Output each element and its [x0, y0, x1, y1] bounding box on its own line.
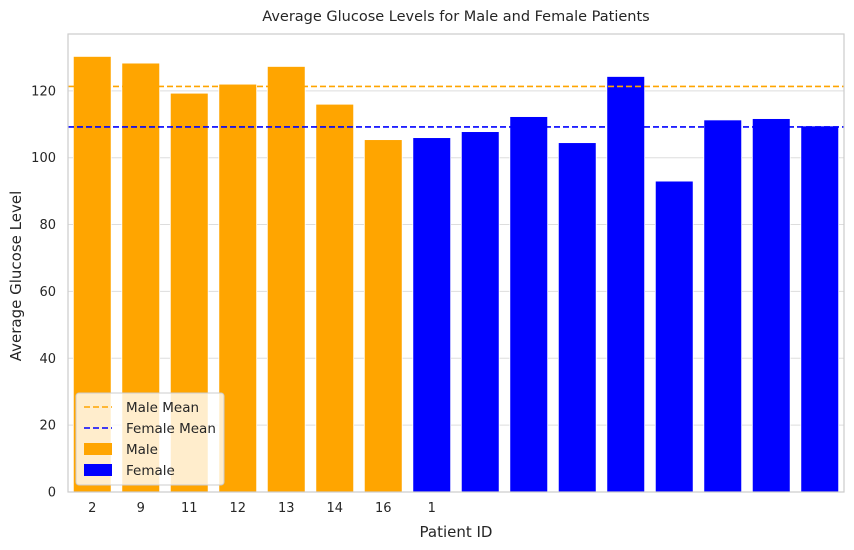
- bar-female-5: [654, 180, 694, 493]
- reference-lines: [68, 85, 844, 128]
- y-tick-label: 0: [48, 486, 56, 501]
- legend: Male Mean Female Mean Male Female: [75, 392, 225, 486]
- bar-male-5: [315, 103, 355, 493]
- legend-label: Male Mean: [126, 400, 199, 416]
- x-axis-ticks: 2 9 11 12 13 14 16 1: [88, 501, 436, 516]
- x-tick-label: 11: [181, 501, 198, 516]
- y-tick-label: 20: [39, 419, 56, 434]
- x-axis-label: Patient ID: [420, 523, 493, 541]
- bar-female-2: [509, 116, 549, 493]
- legend-box: [75, 392, 225, 486]
- chart-title: Average Glucose Levels for Male and Fema…: [262, 9, 649, 25]
- y-tick-label: 80: [39, 218, 56, 233]
- y-tick-label: 60: [39, 285, 56, 300]
- bar-female-4: [606, 76, 646, 493]
- legend-label: Female: [126, 463, 175, 479]
- x-tick-label: 12: [229, 501, 246, 516]
- y-tick-label: 40: [39, 352, 56, 367]
- bar-male-4: [266, 66, 306, 493]
- y-tick-label: 120: [31, 84, 56, 99]
- x-tick-label: 1: [428, 501, 436, 516]
- legend-label: Female Mean: [126, 421, 216, 437]
- x-tick-label: 13: [278, 501, 295, 516]
- bar-female-6: [703, 119, 743, 493]
- bar-female-1: [460, 131, 500, 493]
- legend-swatch-patch: [84, 464, 112, 476]
- legend-swatch-patch: [84, 443, 112, 455]
- legend-label: Male: [126, 442, 158, 458]
- y-axis-label: Average Glucose Level: [7, 191, 25, 362]
- bar-female-8: [800, 125, 840, 493]
- bar-female-0: [412, 137, 452, 493]
- x-tick-label: 14: [326, 501, 343, 516]
- bar-female-7: [751, 118, 791, 493]
- x-tick-label: 2: [88, 501, 96, 516]
- x-tick-label: 9: [137, 501, 145, 516]
- y-tick-label: 100: [31, 151, 56, 166]
- y-axis-ticks: 0 20 40 60 80 100 120: [31, 84, 56, 500]
- bar-male-6: [363, 139, 403, 493]
- bar-male-3: [218, 83, 258, 493]
- x-tick-label: 16: [375, 501, 392, 516]
- plot-frame: [67, 33, 845, 493]
- bar-female-3: [557, 142, 597, 493]
